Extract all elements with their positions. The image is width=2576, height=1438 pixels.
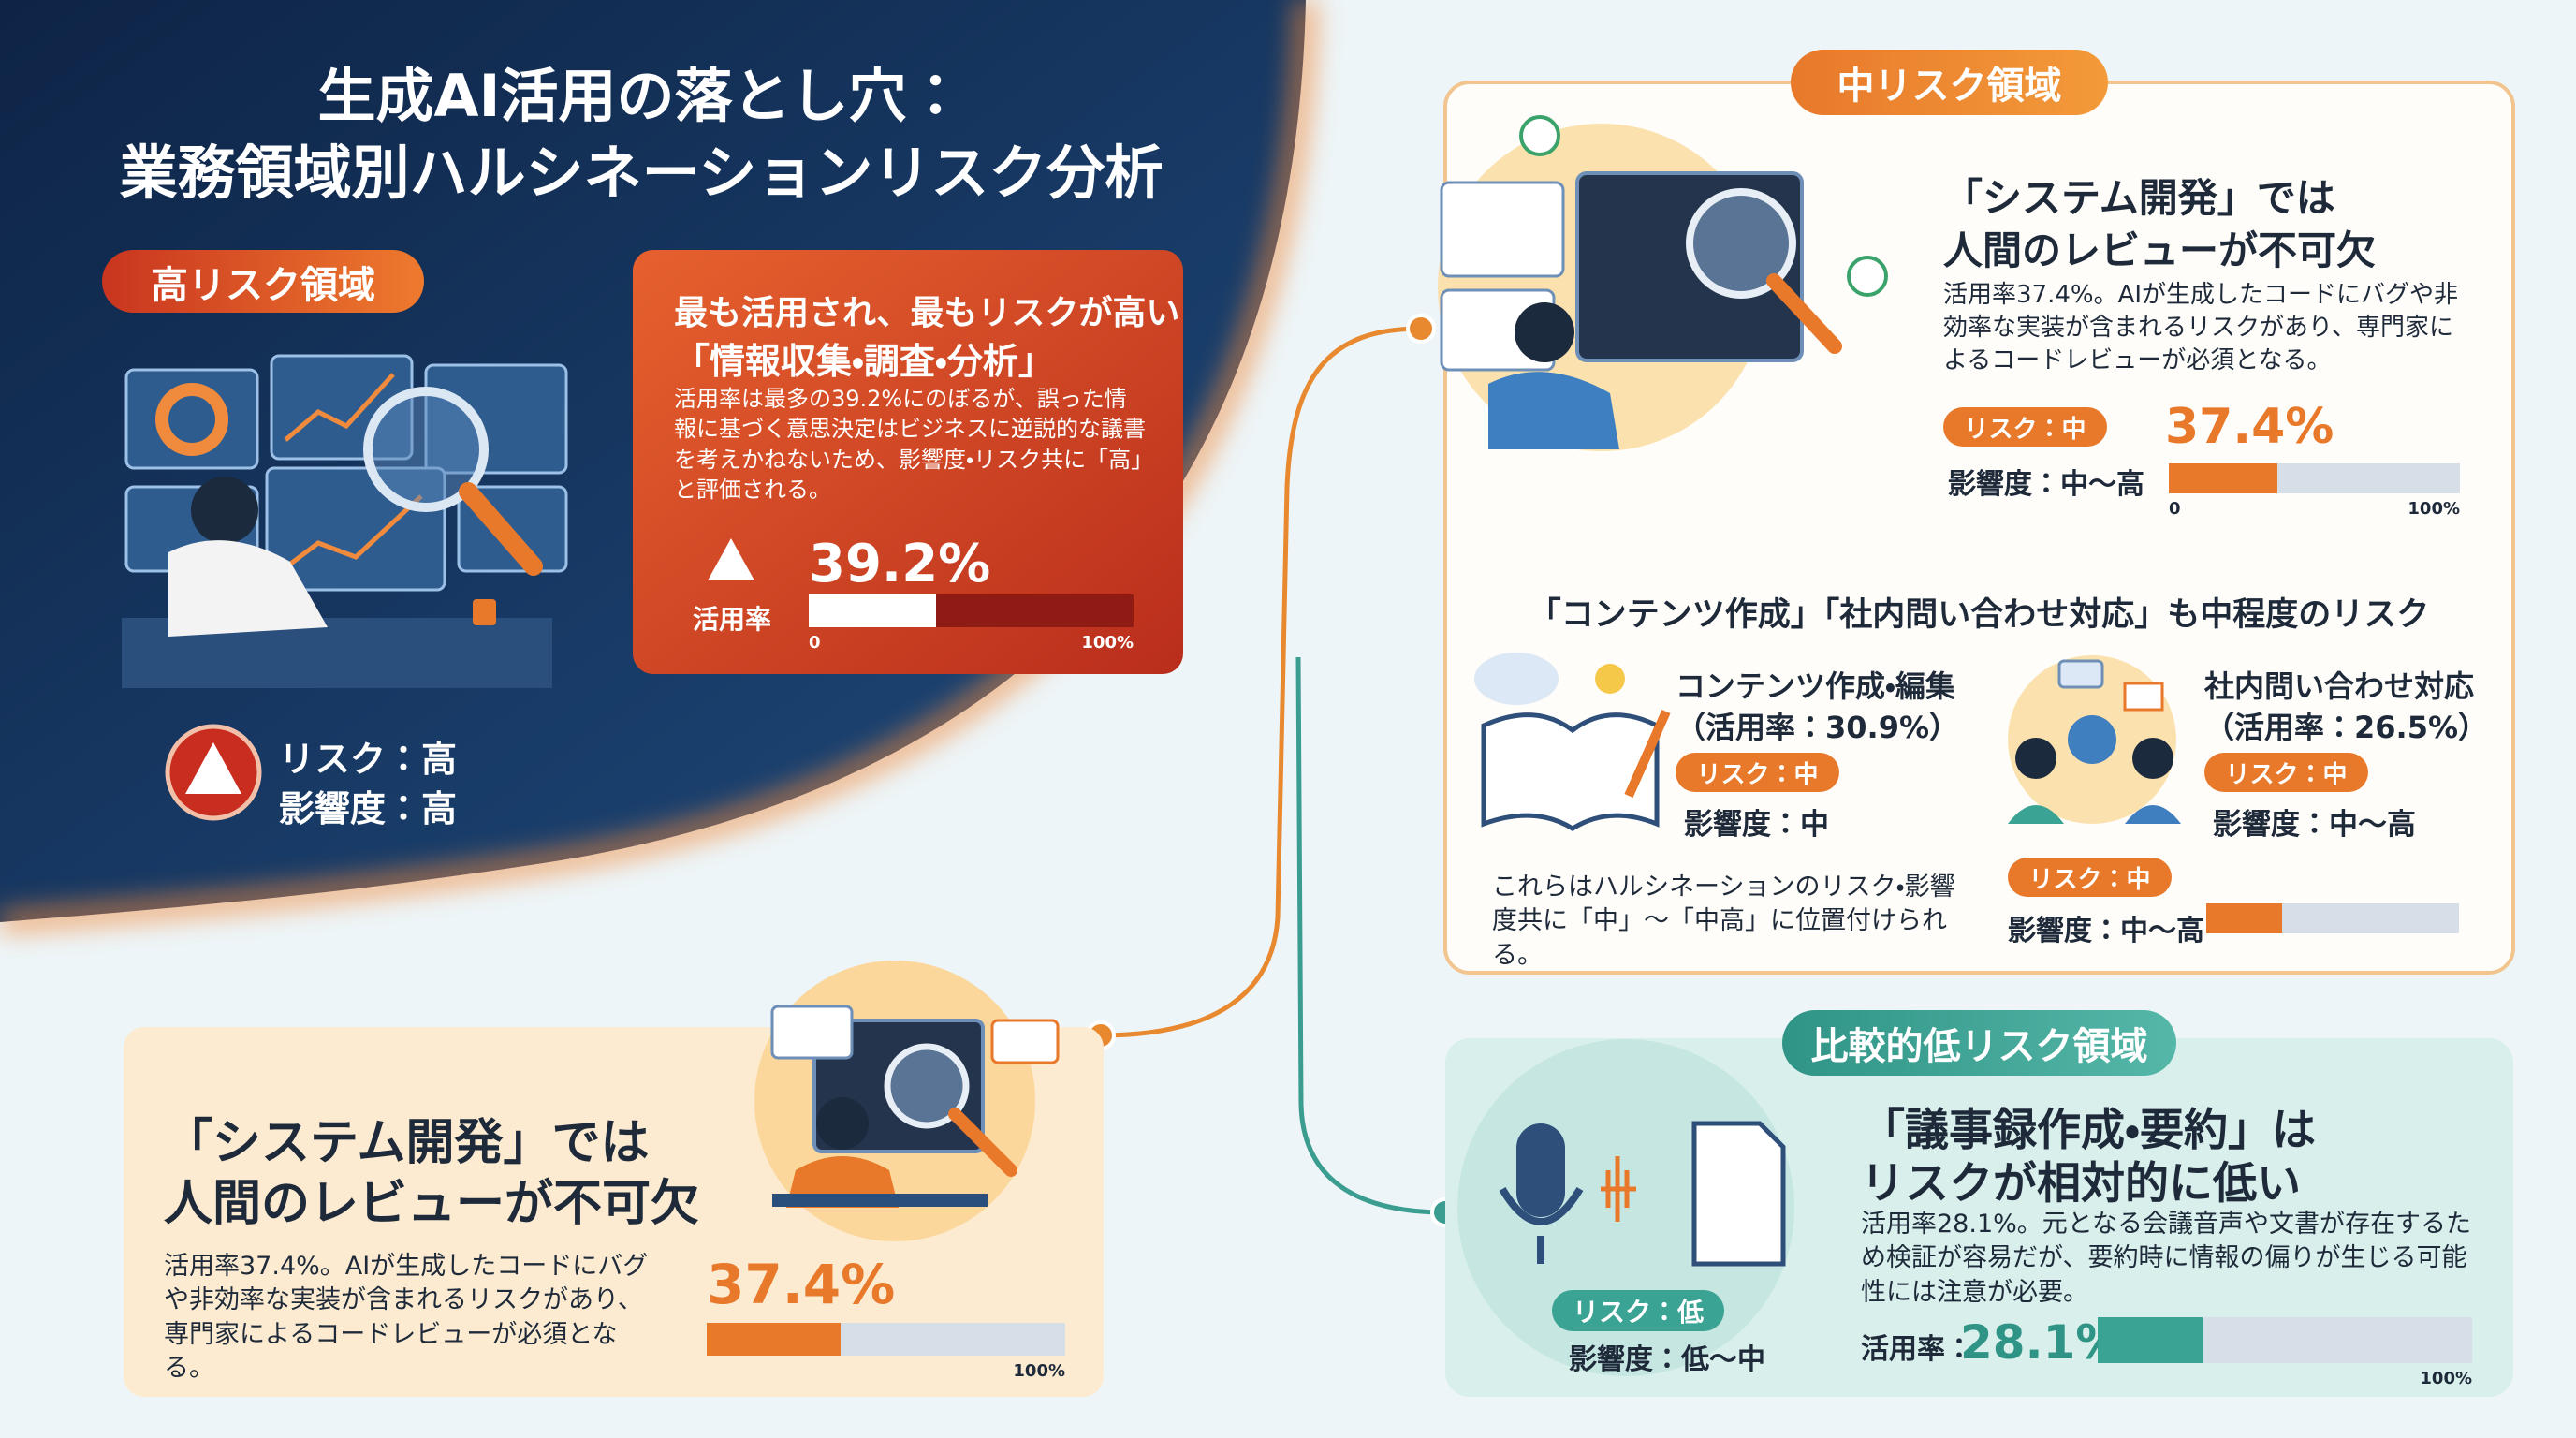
tick-label: 100% <box>2420 1369 2472 1388</box>
risk-badge: リスク：中 <box>1943 407 2107 447</box>
impact-level: 影響度：高 <box>279 788 458 829</box>
low-risk-badge: 比較的低リスク領域 <box>1782 1010 2176 1076</box>
risk-badge: リスク：中 <box>2204 753 2368 792</box>
rate-value: 37.4% <box>707 1253 896 1316</box>
impact-level: 影響度：中〜高 <box>2213 808 2416 842</box>
body: 活用率37.4%。AIが生成したコードにバグや非効率な実装が含まれるリスクがあり… <box>1943 281 2459 375</box>
dev-card-illustration <box>754 961 1060 1241</box>
body: 活用率28.1%。元となる会議音声や文書が存在するため検証が容易だが、要約時に情… <box>1861 1210 2471 1307</box>
glow-edge <box>0 0 1316 932</box>
summary-bar <box>2206 903 2459 933</box>
impact-level: 影響度：中〜高 <box>2008 915 2204 947</box>
bar-fill <box>2098 1317 2203 1363</box>
item-rate: （活用率：30.9%） <box>1676 710 1960 745</box>
item-rate: （活用率：26.5%） <box>2204 710 2489 745</box>
heading: 「システム開発」では <box>1943 175 2335 221</box>
card-headline: 「情報収集・調査・分析」 <box>674 341 1054 382</box>
risk-badge: リスク：中 <box>2008 858 2172 897</box>
rate-label: 活用率： <box>1861 1333 1973 1366</box>
card-headline: 最も活用され、最もリスクが高い <box>674 294 1180 332</box>
heading: 人間のレビューが不可欠 <box>1943 227 2377 273</box>
subheading: 「コンテンツ作成」「社内問い合わせ対応」も中程度のリスク <box>1528 596 2430 634</box>
rate-value: 28.1% <box>1960 1315 2123 1370</box>
risk-icon <box>185 742 242 794</box>
high-risk-card <box>633 250 1183 674</box>
tick-label: 100% <box>1013 1361 1065 1381</box>
item-name: コンテンツ作成・編集 <box>1676 668 1955 704</box>
bar-fill <box>2206 903 2282 933</box>
heading: リスクが相対的に低い <box>1861 1158 2301 1210</box>
bar-fill <box>2169 463 2278 493</box>
heading: 「システム開発」では <box>164 1115 650 1171</box>
analysis-illustration <box>122 354 568 688</box>
bar-fill <box>707 1323 842 1356</box>
rate-bar: 0 100% <box>809 594 1134 653</box>
tick-label: 100% <box>2408 499 2460 519</box>
heading: 人間のレビューが不可欠 <box>164 1176 700 1232</box>
connector-teal <box>1295 656 1446 1215</box>
rate-value: 37.4% <box>2165 399 2334 455</box>
heading: 「議事録作成・要約」は <box>1861 1105 2316 1156</box>
medium-risk-badge: 中リスク領域 <box>1791 50 2108 115</box>
rate-label: 活用率 <box>693 604 772 635</box>
rate-bar: 100% <box>2098 1317 2472 1388</box>
tick-label: 0 <box>2169 499 2181 519</box>
risk-badge: リスク：低 <box>1552 1290 1724 1331</box>
title: 生成AI活用の落とし穴： <box>317 62 965 130</box>
risk-level: リスク：高 <box>279 739 458 780</box>
rate-bar: 0 100% <box>2169 463 2460 519</box>
risk-badge: リスク：中 <box>1676 753 1839 792</box>
impact-level: 影響度：中〜高 <box>1948 468 2144 501</box>
title: 業務領域別ハルシネーションリスク分析 <box>119 139 1164 207</box>
note: これらはハルシネーションのリスク・影響度共に「中」〜「中高」に位置付けられる。 <box>1492 873 1955 970</box>
connector-dot <box>1406 314 1436 344</box>
item-name: 社内問い合わせ対応 <box>2204 668 2475 704</box>
warning-icon <box>708 538 754 580</box>
impact-level: 影響度：中 <box>1684 808 1829 842</box>
impact-level: 影響度：低〜中 <box>1569 1343 1765 1376</box>
content-illustration <box>1474 653 1671 831</box>
inquiry-illustration <box>2008 655 2181 824</box>
tick-label: 0 <box>809 633 821 653</box>
connector-orange <box>1100 326 1422 1038</box>
card-body: 活用率は最多の39.2%にのぼるが、誤った情報に基づく意思決定はビジネスに逆説的… <box>674 386 1146 504</box>
bar-fill <box>809 594 937 627</box>
high-risk-badge: 高リスク領域 <box>102 250 424 313</box>
tick-label: 100% <box>1081 633 1134 653</box>
rate-bar: 100% <box>707 1323 1065 1381</box>
dev-illustration <box>1438 115 1888 451</box>
rate-value: 39.2% <box>809 534 991 594</box>
body: 活用率37.4%。AIが生成したコードにバグや非効率な実装が含まれるリスクがあり… <box>164 1252 649 1384</box>
